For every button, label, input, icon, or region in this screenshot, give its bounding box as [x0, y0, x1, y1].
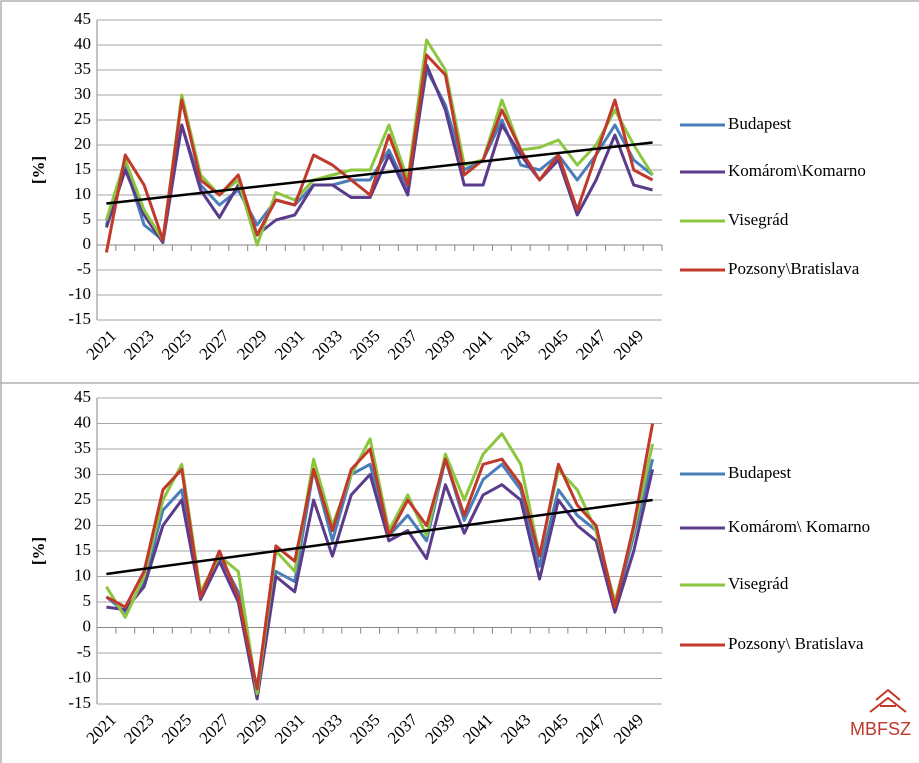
y-tick-label: -5 — [77, 642, 91, 661]
x-tick-label: 2033 — [309, 710, 346, 747]
y-tick-label: 40 — [74, 412, 91, 431]
panel-border — [0, 382, 919, 763]
legend-label: Komárom\ Komarno — [728, 517, 870, 536]
y-tick-label: 15 — [74, 159, 91, 178]
x-tick-label: 2025 — [158, 710, 195, 747]
y-axis-label: [%] — [29, 537, 48, 565]
x-tick-label: 2049 — [610, 326, 647, 363]
x-tick-label: 2023 — [120, 710, 157, 747]
y-tick-label: 35 — [74, 59, 91, 78]
x-tick-label: 2039 — [422, 710, 459, 747]
y-tick-label: 10 — [74, 184, 91, 203]
x-tick-label: 2037 — [384, 326, 422, 364]
series-line — [105, 423, 655, 691]
y-tick-label: 5 — [83, 209, 92, 228]
y-tick-label: -5 — [77, 259, 91, 278]
x-tick-label: 2043 — [497, 710, 534, 747]
series-line — [104, 63, 653, 244]
x-tick-label: 2021 — [83, 710, 120, 747]
y-tick-label: 30 — [74, 84, 91, 103]
x-tick-label: 2049 — [610, 710, 647, 747]
y-tick-label: -10 — [68, 284, 91, 303]
series-line — [104, 53, 654, 253]
y-tick-label: 20 — [74, 134, 91, 153]
logo-text: MBFSZ — [850, 719, 911, 739]
y-tick-label: 10 — [74, 565, 91, 584]
trend-line — [106, 498, 653, 576]
legend-label: Komárom\Komarno — [728, 161, 866, 180]
x-tick-label: 2043 — [497, 326, 534, 363]
x-tick-label: 2027 — [196, 326, 234, 364]
legend-label: Pozsony\Bratislava — [728, 259, 860, 278]
legend-label: Budapest — [728, 463, 792, 482]
y-tick-label: 30 — [74, 463, 91, 482]
x-tick-label: 2021 — [83, 326, 120, 363]
y-tick-label: 45 — [74, 387, 91, 406]
x-tick-label: 2047 — [572, 326, 610, 364]
y-tick-label: 45 — [74, 9, 91, 28]
x-tick-label: 2041 — [459, 326, 496, 363]
x-tick-label: 2025 — [158, 326, 195, 363]
x-tick-label: 2031 — [271, 326, 308, 363]
legend-label: Budapest — [728, 114, 792, 133]
legend-label: Visegrád — [728, 574, 789, 593]
legend-label: Visegrád — [728, 210, 789, 229]
x-tick-label: 2033 — [309, 326, 346, 363]
x-tick-label: 2031 — [271, 710, 308, 747]
x-tick-label: 2029 — [233, 710, 270, 747]
y-tick-label: 25 — [74, 109, 91, 128]
x-tick-label: 2045 — [535, 710, 572, 747]
y-axis-label: [%] — [29, 156, 48, 184]
x-tick-label: 2035 — [346, 710, 383, 747]
y-tick-label: 35 — [74, 438, 91, 457]
y-tick-label: 5 — [83, 591, 92, 610]
x-tick-label: 2037 — [384, 710, 422, 748]
logo: MBFSZ — [850, 688, 911, 739]
y-tick-label: -15 — [68, 693, 91, 712]
x-tick-label: 2041 — [459, 710, 496, 747]
y-tick-label: 0 — [83, 616, 92, 635]
y-tick-label: 15 — [74, 540, 91, 559]
x-tick-label: 2027 — [196, 710, 234, 748]
x-tick-label: 2045 — [535, 326, 572, 363]
y-tick-label: 0 — [83, 234, 92, 253]
logo-icon — [869, 688, 907, 713]
x-tick-label: 2035 — [346, 326, 383, 363]
y-tick-label: 40 — [74, 34, 91, 53]
y-tick-label: -10 — [68, 667, 91, 686]
x-tick-label: 2023 — [120, 326, 157, 363]
x-tick-label: 2039 — [422, 326, 459, 363]
legend-label: Pozsony\ Bratislava — [728, 634, 864, 653]
y-tick-label: 20 — [74, 514, 91, 533]
x-tick-label: 2047 — [572, 710, 610, 748]
x-tick-label: 2029 — [233, 326, 270, 363]
trend-line — [106, 141, 653, 205]
y-tick-label: -15 — [68, 309, 91, 328]
y-tick-label: 25 — [74, 489, 91, 508]
